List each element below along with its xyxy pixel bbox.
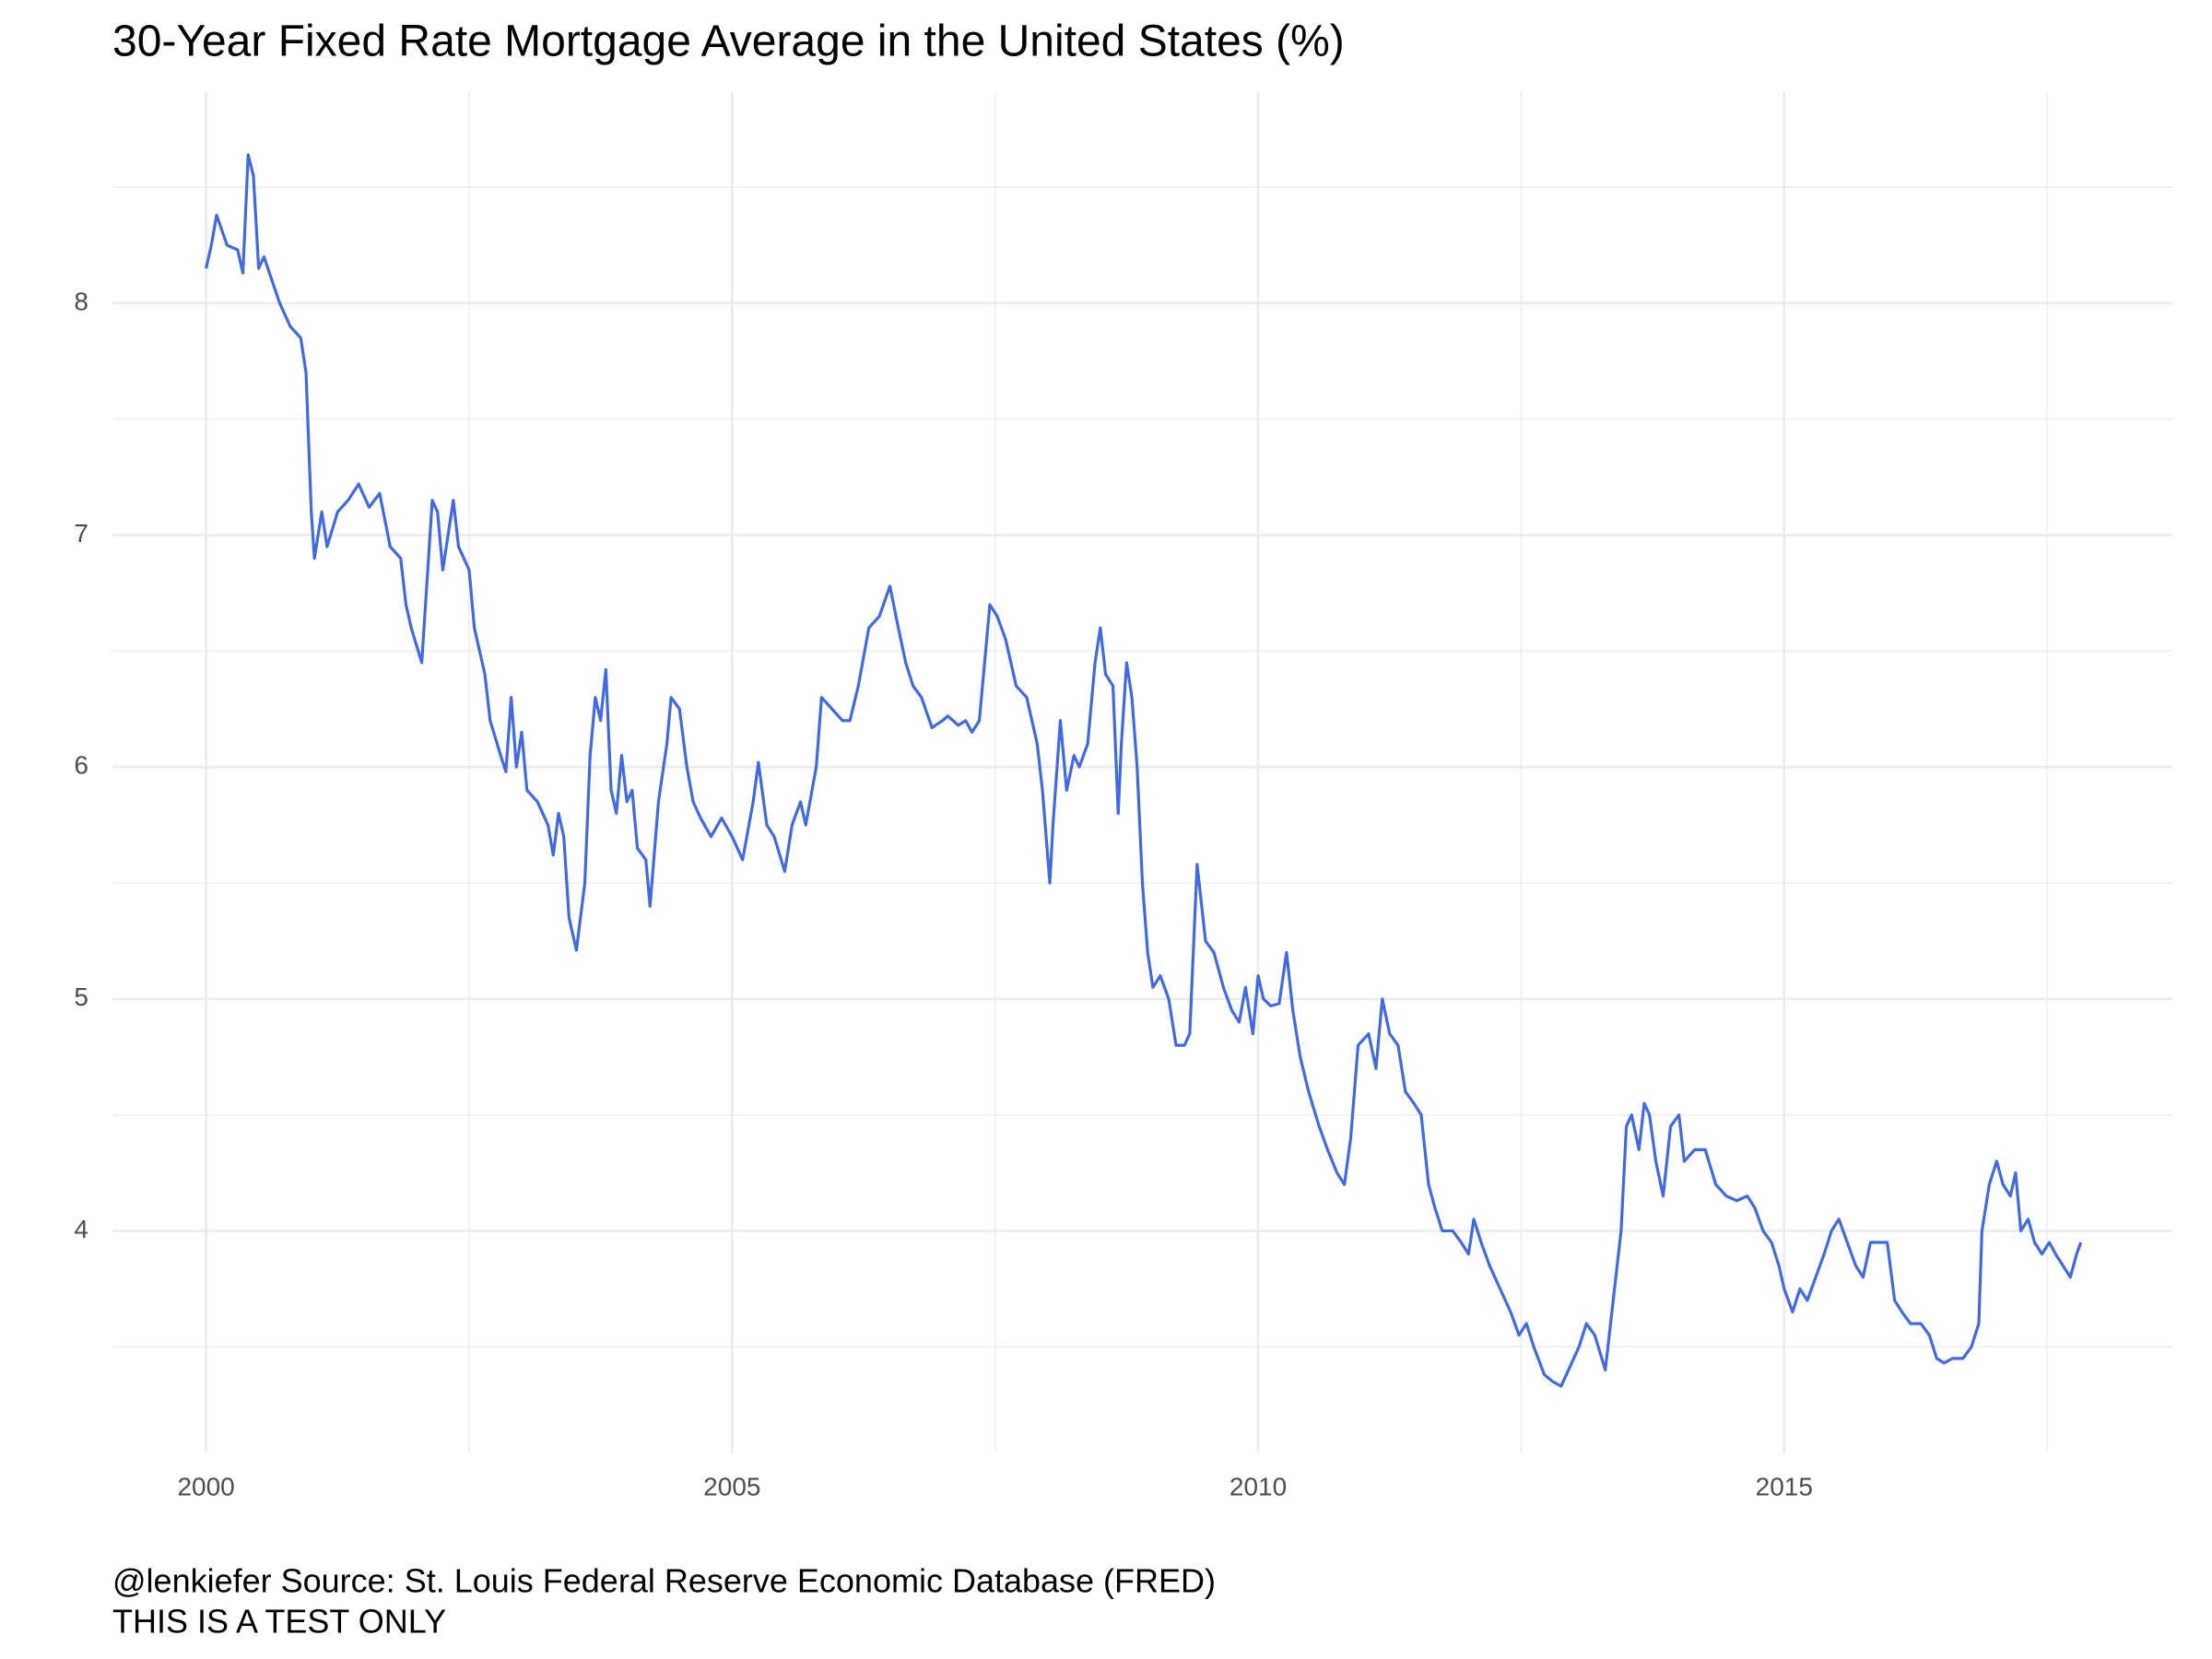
y-tick-label: 5 [74, 982, 88, 1011]
y-tick-label: 6 [74, 751, 88, 780]
x-tick-label: 2015 [1756, 1472, 1813, 1500]
x-tick-label: 2010 [1230, 1472, 1287, 1500]
caption: THIS IS A TEST ONLY [112, 1603, 446, 1641]
caption: @lenkiefer Source: St. Louis Federal Res… [112, 1562, 1216, 1600]
y-tick-label: 8 [74, 287, 88, 315]
data-line [205, 153, 2083, 1388]
y-tick-label: 4 [74, 1215, 88, 1243]
chart-title: 30-Year Fixed Rate Mortgage Average in t… [112, 18, 1345, 66]
x-tick-label: 2000 [177, 1472, 234, 1500]
x-tick-label: 2005 [703, 1472, 760, 1500]
y-tick-label: 7 [74, 519, 88, 547]
